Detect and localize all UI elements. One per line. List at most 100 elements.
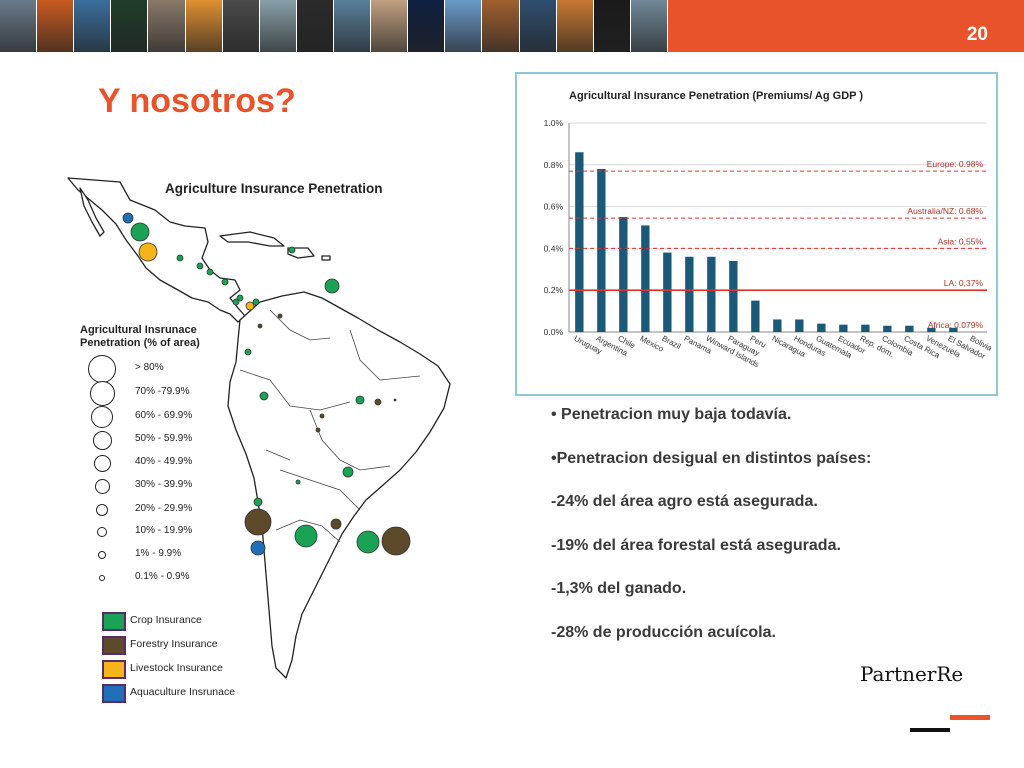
map-bubble xyxy=(288,246,296,254)
map-bubble xyxy=(294,524,318,548)
map-bubble xyxy=(315,427,321,433)
type-legend-row: Aquaculture Insrunace xyxy=(102,684,302,706)
size-legend-label: 50% - 59.9% xyxy=(135,433,193,444)
decor-red-line xyxy=(950,715,990,720)
map-bubble xyxy=(236,294,244,302)
chart-bar xyxy=(927,327,936,332)
header-photo xyxy=(630,0,668,52)
header-banner: 20 xyxy=(0,0,1024,52)
reference-label: LA: 0,37% xyxy=(944,278,984,288)
x-tick-label: Mexico xyxy=(638,334,665,354)
map-bubble xyxy=(250,540,266,556)
map-bubble xyxy=(355,395,365,405)
chart-canvas: 0.0%0.2%0.4%0.6%0.8%1.0%UruguayArgentina… xyxy=(544,118,994,369)
header-photo xyxy=(0,0,38,52)
size-legend-label: 60% - 69.9% xyxy=(135,410,193,421)
size-legend-label: 20% - 29.9% xyxy=(135,503,193,514)
map-bubble xyxy=(244,508,272,536)
size-legend-row: 0.1% - 0.9% xyxy=(85,567,225,587)
size-legend-circle xyxy=(94,478,110,494)
map-bubble xyxy=(196,262,204,270)
latin-america-map xyxy=(67,177,451,679)
header-photo xyxy=(222,0,260,52)
header-photo xyxy=(556,0,594,52)
caribbean-island-shape xyxy=(321,255,331,261)
y-tick-label: 0.4% xyxy=(544,243,564,253)
header-photo xyxy=(408,0,446,52)
size-legend-row: 70% -79.9% xyxy=(85,380,225,406)
map-bubble xyxy=(259,391,269,401)
chart-bar xyxy=(795,319,804,332)
header-photo xyxy=(519,0,557,52)
map-bubble xyxy=(324,278,340,294)
chart-bar xyxy=(949,327,958,332)
map-bubble xyxy=(221,278,229,286)
chart-bar xyxy=(641,225,650,332)
bullet-item: • Penetracion muy baja todavía. xyxy=(551,406,792,423)
size-legend-row: 50% - 59.9% xyxy=(85,429,225,450)
slide-title: Y nosotros? xyxy=(98,82,296,120)
map-bubble xyxy=(206,268,214,276)
y-tick-label: 0.0% xyxy=(544,327,564,337)
header-photo xyxy=(74,0,112,52)
reference-label: Africa: 0.079% xyxy=(928,320,984,330)
map-bubble xyxy=(253,497,263,507)
map-bubble xyxy=(295,479,301,485)
size-legend-row: 20% - 29.9% xyxy=(85,499,225,519)
photo-strip xyxy=(0,0,668,52)
map-bubble xyxy=(138,242,158,262)
reference-label: Asia: 0,55% xyxy=(938,236,984,246)
map-bubble xyxy=(342,466,354,478)
size-legend-circle xyxy=(99,575,105,581)
size-legend-circle xyxy=(96,504,108,516)
header-photo xyxy=(333,0,372,52)
size-legend-label: 30% - 39.9% xyxy=(135,479,193,490)
type-legend-row: Crop Insurance xyxy=(102,612,302,634)
chart-bar xyxy=(905,325,914,332)
header-accent-block xyxy=(668,0,1024,52)
chart-title: Agricultural Insurance Penetration (Prem… xyxy=(569,90,864,102)
bullet-item: -28% de producción acuícola. xyxy=(551,623,776,641)
size-legend-label: 1% - 9.9% xyxy=(135,548,182,559)
map-bubble xyxy=(122,212,134,224)
type-legend-swatch xyxy=(102,684,126,703)
size-legend-circle xyxy=(93,454,111,472)
size-legend-row: 30% - 39.9% xyxy=(85,475,225,495)
y-tick-label: 0.8% xyxy=(544,160,564,170)
chart-bar xyxy=(839,324,848,332)
baja-shape xyxy=(79,187,105,237)
chart-bar xyxy=(619,217,628,332)
chart-bar xyxy=(861,324,870,332)
header-photo xyxy=(482,0,520,52)
map-bubble xyxy=(330,518,342,530)
header-photo xyxy=(593,0,631,52)
bullet-item: -24% del área agro está asegurada. xyxy=(551,493,818,510)
chart-bar xyxy=(883,325,892,332)
type-legend-label: Crop Insurance xyxy=(130,614,202,626)
header-photo xyxy=(371,0,409,52)
bullet-item: -19% del área forestal está asegurada. xyxy=(551,536,841,554)
map-bubble xyxy=(232,298,240,306)
chart-bar xyxy=(663,252,672,332)
size-legend-label: > 80% xyxy=(135,362,164,373)
size-legend-circle xyxy=(91,406,113,428)
map-bubble xyxy=(381,526,411,556)
decor-black-line xyxy=(910,728,950,732)
header-photo xyxy=(37,0,75,52)
header-photo xyxy=(259,0,297,52)
type-legend-row: Forestry Insurance xyxy=(102,636,302,658)
chart-bar xyxy=(575,152,584,332)
chart-bar xyxy=(707,256,716,332)
y-tick-label: 1.0% xyxy=(544,118,564,128)
type-legend-row: Livestock Insurance xyxy=(102,660,302,682)
size-legend-row: 40% - 49.9% xyxy=(85,452,225,472)
size-legend-label: 70% -79.9% xyxy=(135,386,190,397)
type-legend-swatch xyxy=(102,612,126,631)
map-bubble xyxy=(277,313,283,319)
size-legend-row: 1% - 9.9% xyxy=(85,544,225,564)
header-photo xyxy=(296,0,334,52)
bullet-item: -1,3% del ganado. xyxy=(551,580,687,597)
size-legend-label: 0.1% - 0.9% xyxy=(135,571,190,582)
size-legend-circle xyxy=(97,527,107,537)
chart-bar xyxy=(685,256,694,332)
